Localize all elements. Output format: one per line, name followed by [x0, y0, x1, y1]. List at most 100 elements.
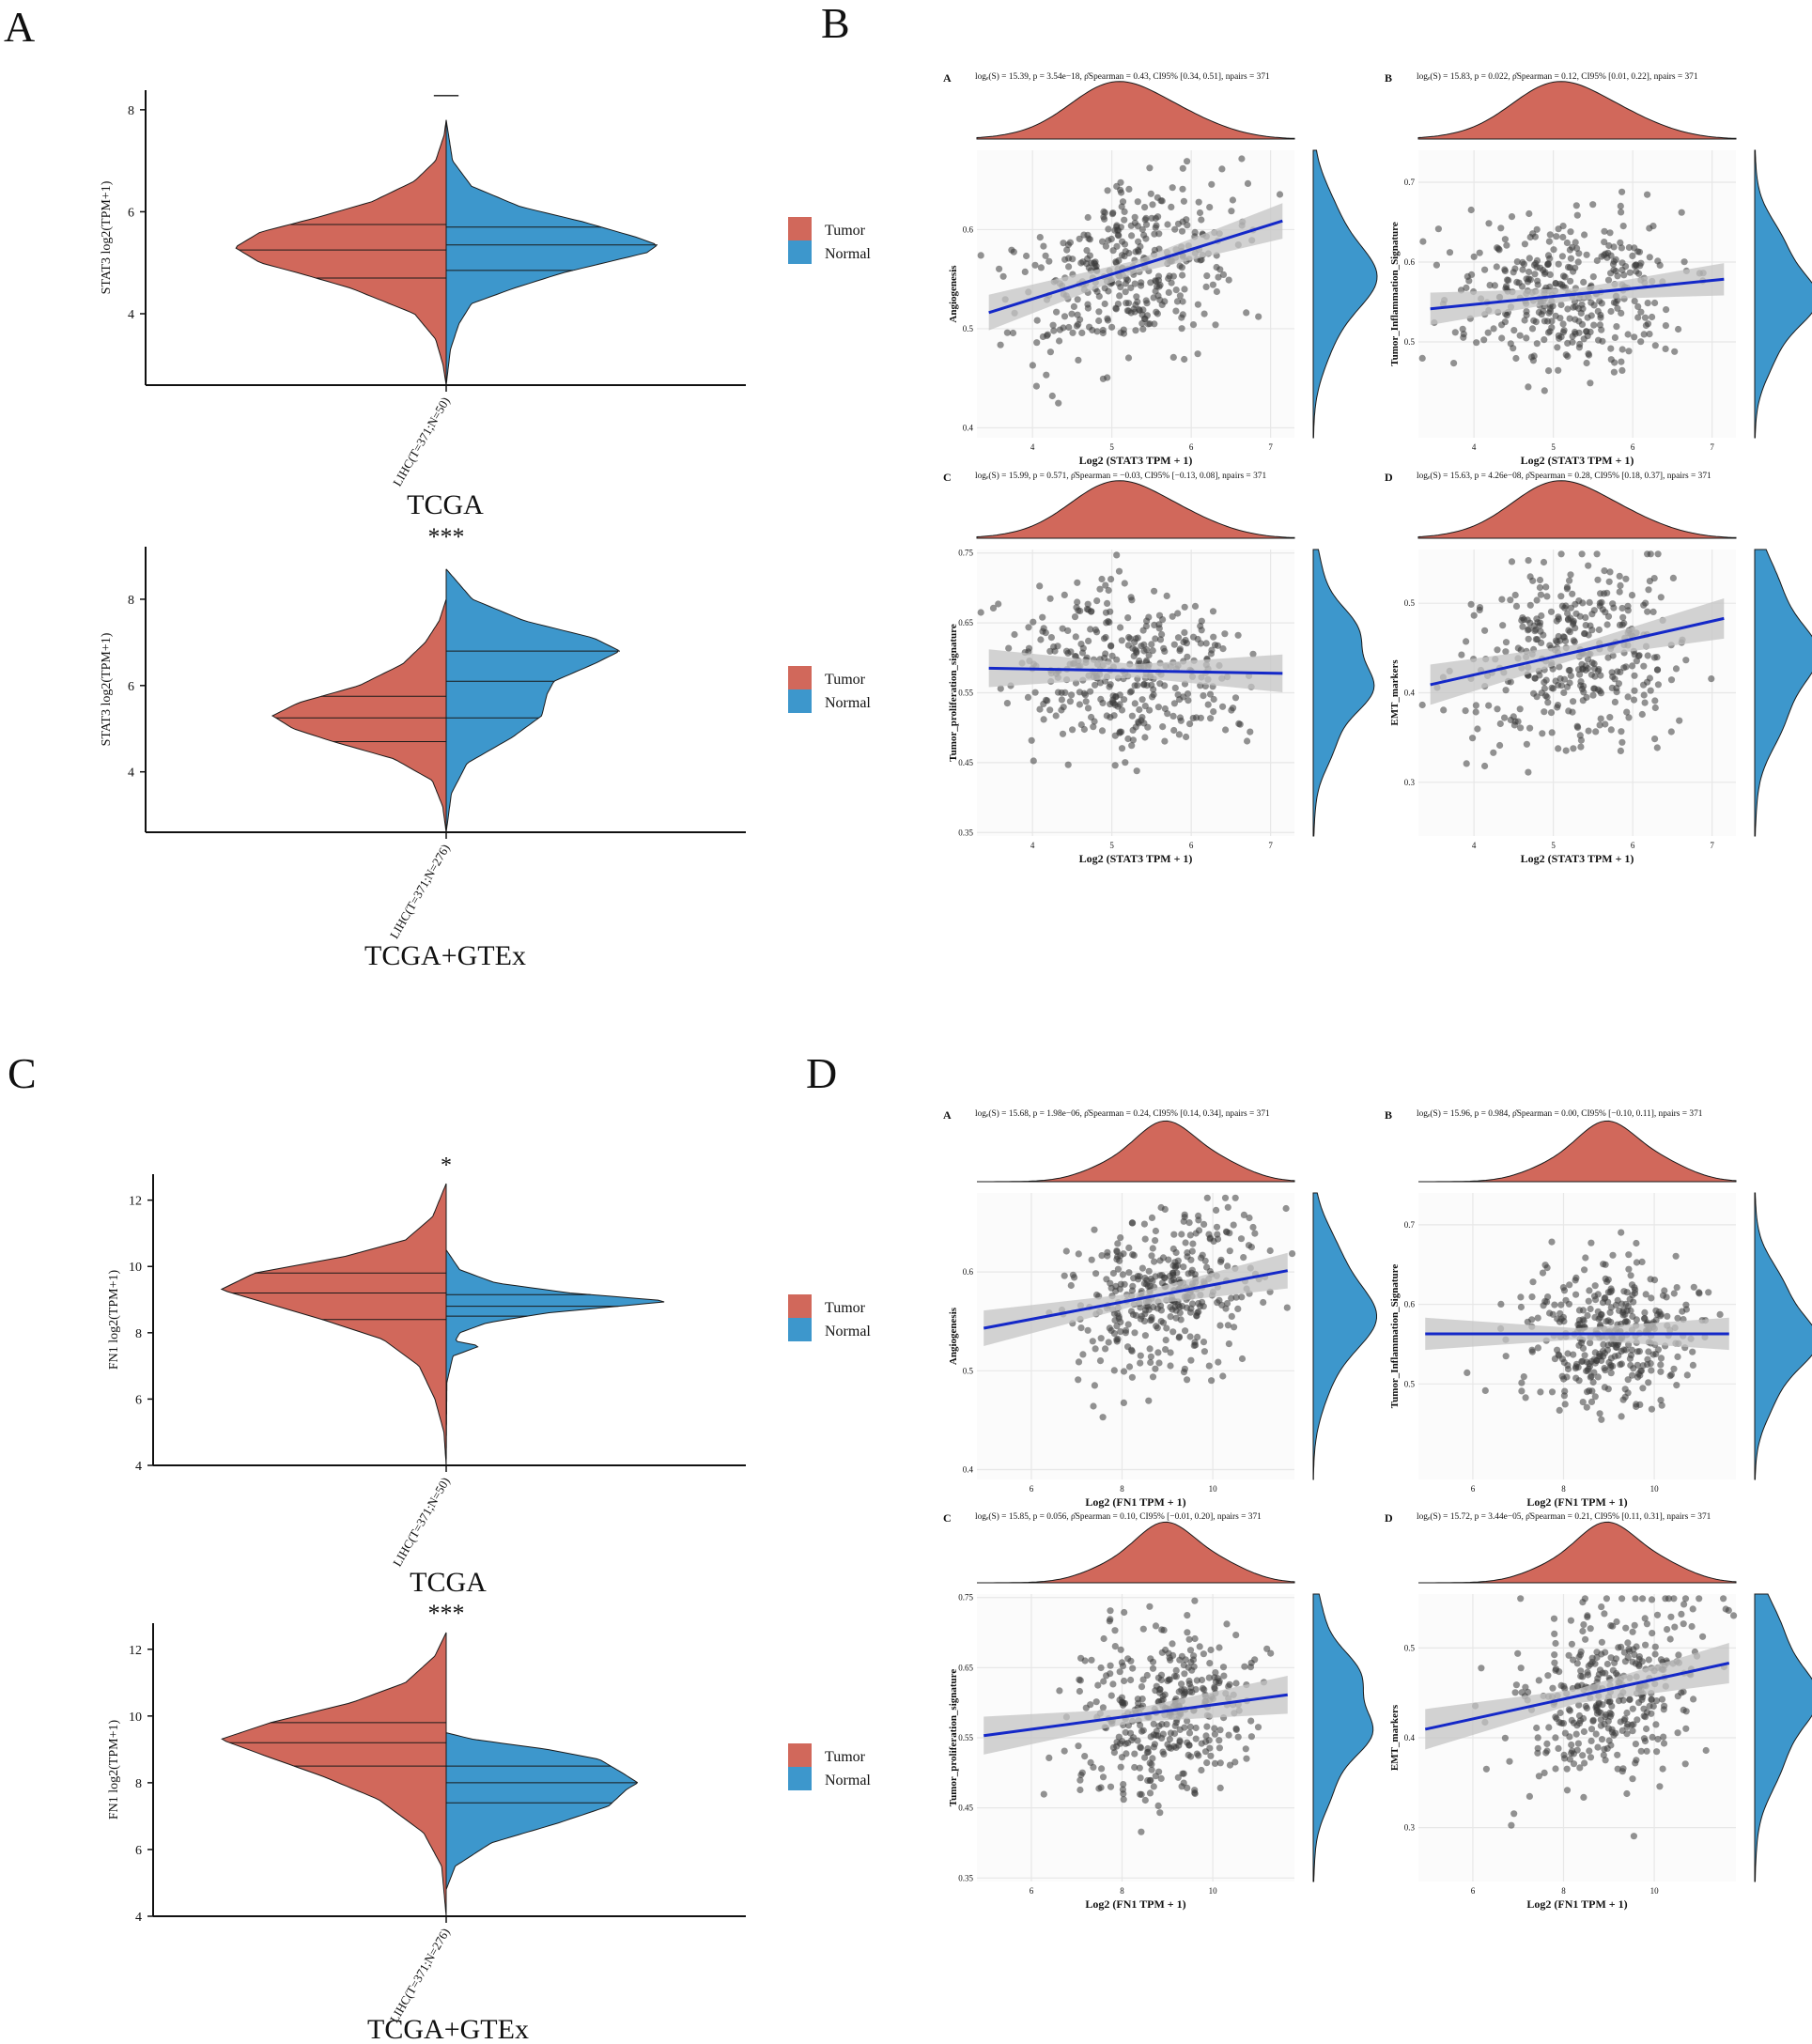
- scatter-point: [1507, 716, 1514, 724]
- scatter-point: [1172, 1666, 1180, 1674]
- scatter-point: [1460, 333, 1467, 341]
- scatter-point: [1501, 236, 1509, 243]
- scatter-point: [1102, 242, 1109, 250]
- scatter-point: [1679, 1308, 1686, 1315]
- scatter-point: [1069, 1271, 1076, 1278]
- scatter-point: [1528, 1293, 1536, 1301]
- scatter-point: [1521, 317, 1528, 324]
- scatter-point: [1181, 286, 1188, 293]
- scatter-point: [1708, 675, 1715, 683]
- scatter-point: [1003, 329, 1011, 336]
- scatter-point: [1176, 1726, 1184, 1733]
- stats-annotation: logₑ(S) = 15.68, p = 1.98e−06, ρ̂Spearma…: [975, 1108, 1270, 1119]
- scatter-point: [1419, 238, 1427, 245]
- scatter-point: [1584, 1668, 1591, 1676]
- scatter-point: [1226, 1761, 1234, 1769]
- scatter-point: [1216, 1727, 1224, 1734]
- scatter-point: [1601, 1610, 1608, 1618]
- scatter-point: [1211, 1725, 1218, 1732]
- scatter-point: [1081, 691, 1090, 699]
- scatter-point: [1600, 1340, 1607, 1348]
- scatter-point: [1129, 1251, 1137, 1259]
- scatter-point: [1045, 257, 1053, 265]
- scatter-point: [1127, 284, 1135, 292]
- scatter-point: [1608, 1702, 1616, 1710]
- scatter-point: [1572, 202, 1580, 209]
- scatter-point: [1669, 574, 1677, 582]
- scatter-point: [1622, 663, 1630, 671]
- scatter-point: [1222, 1305, 1230, 1312]
- scatter-point: [1602, 1757, 1609, 1764]
- scatter-point: [1169, 272, 1177, 280]
- scatter-point: [1584, 1613, 1591, 1620]
- scatter-point: [1613, 685, 1620, 692]
- scatter-point: [1653, 744, 1661, 751]
- scatter-point: [1143, 1671, 1151, 1680]
- scatter-point: [1580, 1793, 1587, 1801]
- scatter-point: [1251, 1230, 1259, 1237]
- scatter-point: [1586, 1287, 1593, 1294]
- scatter-point: [1596, 321, 1603, 329]
- scatter-point: [1556, 1709, 1564, 1717]
- x-tick-label: 8: [1120, 1886, 1124, 1896]
- scatter-point: [1100, 208, 1107, 215]
- scatter-point: [1211, 1759, 1219, 1767]
- scatter-point: [1663, 306, 1670, 314]
- scatter-point: [1575, 250, 1583, 257]
- scatter-point: [1575, 666, 1583, 674]
- scatter-point: [1653, 1611, 1662, 1618]
- scatter-point: [1218, 165, 1226, 173]
- scatter-point: [1563, 1787, 1572, 1794]
- scatter-point: [1098, 575, 1106, 583]
- scatter-point: [1077, 1654, 1085, 1662]
- scatter-point: [1583, 693, 1590, 702]
- scatter-point: [1138, 225, 1146, 233]
- scatter-point: [1465, 277, 1473, 285]
- scatter-point: [1210, 695, 1217, 704]
- scatter-point: [1573, 1722, 1581, 1729]
- scatter-point: [1618, 1413, 1625, 1420]
- scatter-point: [1138, 714, 1146, 721]
- scatter-point: [1139, 325, 1147, 333]
- scatter-point: [1632, 1595, 1639, 1603]
- scatter-point: [1228, 1294, 1235, 1302]
- scatter-point: [1678, 1610, 1685, 1618]
- stats-annotation: logₑ(S) = 15.85, p = 0.056, ρ̂Spearman =…: [975, 1511, 1262, 1522]
- scatter-point: [1607, 345, 1615, 352]
- scatter-point: [1075, 607, 1082, 614]
- scatter-point: [1247, 1717, 1255, 1725]
- scatter-point: [1104, 315, 1111, 322]
- scatter-point: [1633, 1643, 1640, 1650]
- scatter-point: [1135, 718, 1142, 726]
- scatter-point: [1180, 1692, 1187, 1699]
- scatter-point: [1216, 1678, 1223, 1685]
- scatter-point: [1525, 557, 1532, 565]
- scatter-point: [1039, 333, 1046, 341]
- scatter-point: [1186, 720, 1194, 728]
- scatter-point: [1624, 331, 1632, 338]
- scatter-point: [1604, 1725, 1612, 1732]
- scatter-point: [1214, 1231, 1221, 1238]
- scatter-point: [1088, 1256, 1095, 1263]
- violin-normal: [445, 119, 658, 386]
- scatter-point: [1180, 1263, 1187, 1271]
- scatter-point: [1550, 246, 1557, 254]
- scatter-point: [1105, 225, 1112, 233]
- scatter-point: [1649, 223, 1657, 230]
- scatter-point: [1534, 1344, 1541, 1352]
- scatter-point: [1148, 1760, 1155, 1768]
- legend-swatch-tumor: [788, 666, 812, 689]
- scatter-point: [1590, 1369, 1598, 1376]
- scatter-point: [1525, 626, 1533, 633]
- scatter-point: [1650, 654, 1658, 661]
- regression-line: [1430, 277, 1725, 311]
- scatter-point: [1667, 1613, 1675, 1620]
- scatter-point: [1657, 1397, 1665, 1404]
- scatter-point: [1478, 1665, 1485, 1672]
- scatter-point: [1167, 1729, 1174, 1737]
- scatter-point: [1607, 1318, 1615, 1326]
- scatter-point: [1225, 1731, 1232, 1739]
- scatter-point: [1582, 1635, 1589, 1643]
